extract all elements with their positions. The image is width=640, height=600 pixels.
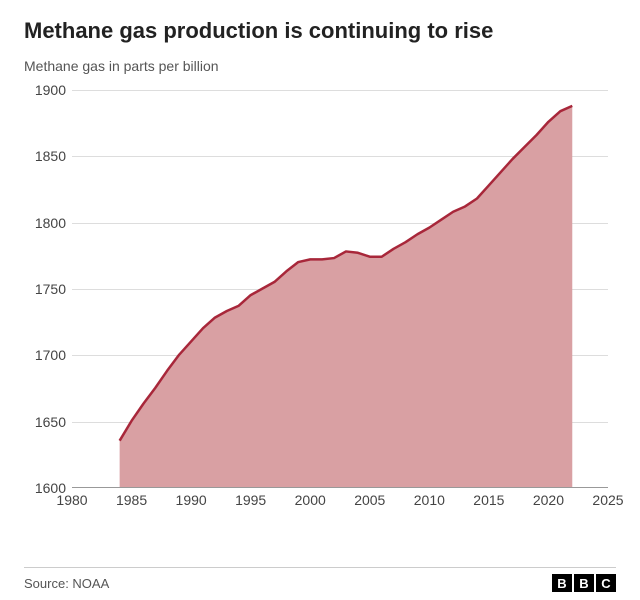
x-tick-label: 2005 <box>354 492 385 508</box>
x-tick-label: 2015 <box>473 492 504 508</box>
chart-area: 1600165017001750180018501900 19801985199… <box>24 84 616 524</box>
x-tick-label: 1990 <box>176 492 207 508</box>
x-tick-label: 2025 <box>592 492 623 508</box>
y-tick-label: 1700 <box>24 347 66 363</box>
area-fill <box>120 106 573 487</box>
plot-area <box>72 90 608 488</box>
chart-footer: Source: NOAA B B C <box>24 567 616 592</box>
bbc-logo-letter: B <box>574 574 594 592</box>
x-tick-label: 1985 <box>116 492 147 508</box>
y-tick-label: 1850 <box>24 148 66 164</box>
chart-title: Methane gas production is continuing to … <box>24 18 616 44</box>
area-chart-svg <box>72 90 608 487</box>
chart-subtitle: Methane gas in parts per billion <box>24 58 616 74</box>
x-tick-label: 2020 <box>533 492 564 508</box>
bbc-logo-letter: B <box>552 574 572 592</box>
bbc-logo-letter: C <box>596 574 616 592</box>
x-tick-label: 2010 <box>414 492 445 508</box>
y-tick-label: 1900 <box>24 82 66 98</box>
source-label: Source: NOAA <box>24 576 109 591</box>
x-tick-label: 2000 <box>295 492 326 508</box>
y-tick-label: 1750 <box>24 281 66 297</box>
bbc-logo: B B C <box>552 574 616 592</box>
y-tick-label: 1650 <box>24 414 66 430</box>
x-tick-label: 1980 <box>56 492 87 508</box>
y-tick-label: 1800 <box>24 215 66 231</box>
x-tick-label: 1995 <box>235 492 266 508</box>
